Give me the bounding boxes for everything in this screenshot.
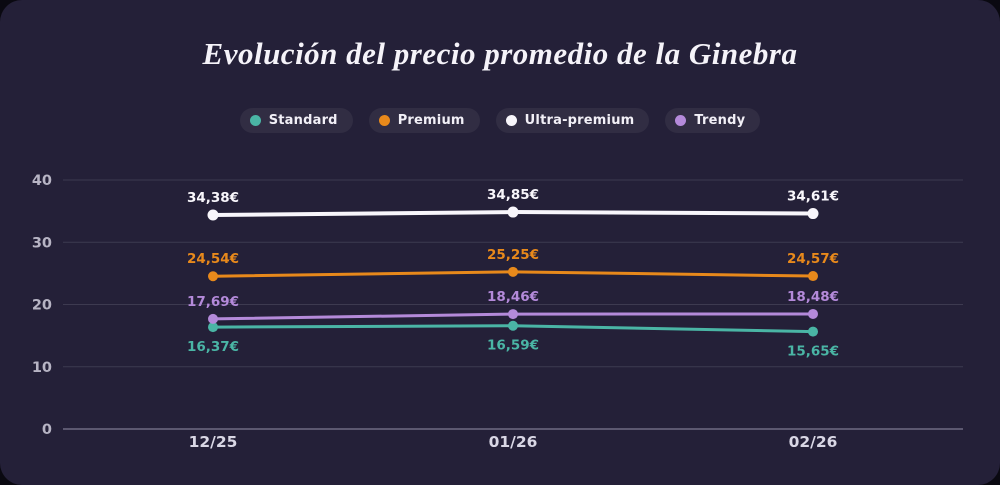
y-tick-label-30: 30 — [32, 235, 52, 251]
chart-title: Evolución del precio promedio de la Gine… — [202, 36, 798, 71]
data-point-premium-1[interactable] — [508, 266, 518, 277]
data-label-premium-1: 25,25€ — [487, 247, 539, 263]
data-point-trendy-2[interactable] — [808, 308, 818, 319]
legend-label: Trendy — [694, 113, 746, 128]
data-point-standard-2[interactable] — [808, 326, 818, 337]
data-point-standard-0[interactable] — [208, 322, 218, 333]
data-label-trendy-2: 18,48€ — [787, 289, 839, 305]
data-label-ultra-premium-0: 34,38€ — [187, 190, 239, 206]
data-point-standard-1[interactable] — [508, 320, 518, 331]
data-point-ultra-premium-1[interactable] — [507, 206, 519, 218]
legend-swatch-ultra-premium-icon — [505, 115, 517, 126]
legend-swatch-standard-icon — [249, 115, 261, 126]
legend-item-standard[interactable]: Standard — [239, 108, 353, 133]
data-label-standard-2: 15,65€ — [787, 344, 839, 360]
legend-swatch-trendy-icon — [675, 115, 687, 126]
data-label-standard-1: 16,59€ — [487, 338, 539, 354]
data-label-premium-0: 24,54€ — [187, 251, 239, 267]
x-tick-label-01-26: 01/26 — [489, 433, 538, 451]
y-tick-label-20: 20 — [32, 298, 52, 314]
data-point-trendy-1[interactable] — [508, 309, 518, 320]
y-tick-label-0: 0 — [42, 422, 52, 438]
y-tick-label-10: 10 — [32, 360, 52, 376]
data-point-ultra-premium-2[interactable] — [807, 208, 819, 220]
data-label-trendy-1: 18,46€ — [487, 289, 539, 305]
legend-label: Ultra-premium — [524, 113, 635, 128]
x-tick-label-12-25: 12/25 — [189, 433, 238, 451]
data-point-premium-0[interactable] — [208, 271, 218, 282]
line-chart: 0 10 20 30 40 12/25 01/26 02/26 16,37€ 16,59€ 15,6… — [32, 173, 963, 451]
legend-label: Standard — [268, 113, 338, 128]
data-label-ultra-premium-2: 34,61€ — [787, 189, 839, 205]
data-label-trendy-0: 17,69€ — [187, 294, 239, 310]
x-tick-label-02-26: 02/26 — [789, 433, 838, 451]
data-label-premium-2: 24,57€ — [787, 251, 839, 267]
y-tick-label-40: 40 — [32, 173, 52, 189]
legend-item-trendy[interactable]: Trendy — [665, 108, 761, 133]
legend: Standard Premium Ultra-premium Trendy — [0, 108, 1000, 133]
legend-item-premium[interactable]: Premium — [368, 108, 480, 133]
legend-item-ultra-premium[interactable]: Ultra-premium — [495, 108, 650, 133]
data-point-trendy-0[interactable] — [208, 313, 218, 324]
data-point-premium-2[interactable] — [808, 271, 818, 282]
legend-label: Premium — [397, 113, 465, 128]
data-label-standard-0: 16,37€ — [187, 339, 239, 355]
legend-swatch-premium-icon — [378, 115, 390, 126]
data-point-ultra-premium-0[interactable] — [207, 209, 219, 221]
data-label-ultra-premium-1: 34,85€ — [487, 187, 539, 203]
